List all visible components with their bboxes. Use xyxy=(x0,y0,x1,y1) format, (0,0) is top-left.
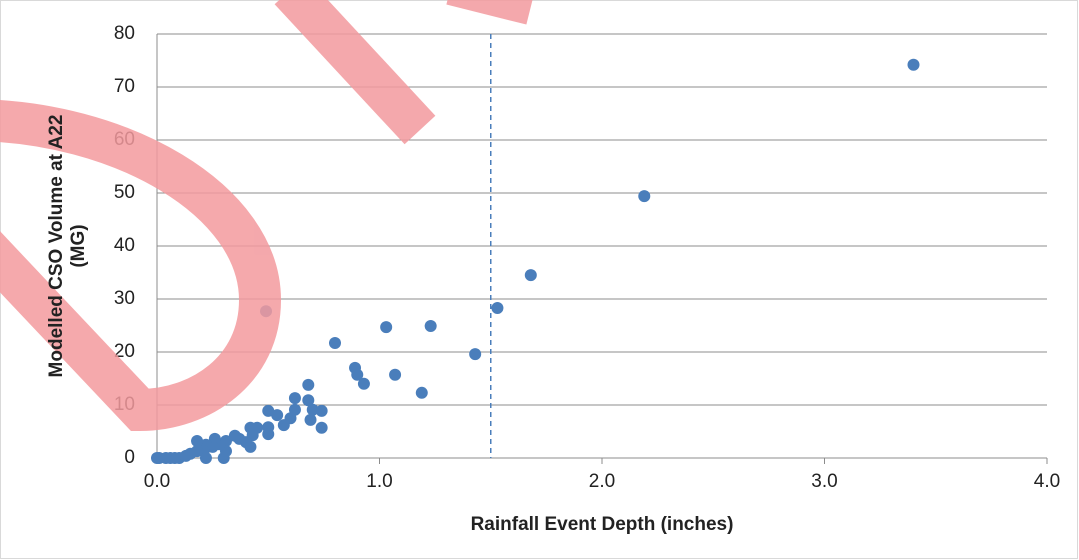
point xyxy=(415,386,428,399)
watermark-stroke xyxy=(274,0,436,145)
x-tick-label: 3.0 xyxy=(811,471,837,492)
point xyxy=(306,403,319,416)
watermark-stroke xyxy=(446,0,533,25)
point xyxy=(469,348,482,361)
point xyxy=(288,392,301,405)
point xyxy=(262,428,275,441)
point xyxy=(271,409,284,422)
point xyxy=(638,190,651,203)
y-tick-label: 80 xyxy=(114,23,135,44)
point xyxy=(228,429,241,442)
point xyxy=(329,336,341,349)
point xyxy=(262,404,275,417)
point xyxy=(357,377,370,390)
y-tick-label: 70 xyxy=(114,76,135,97)
point xyxy=(302,394,315,407)
x-tick-label: 4.0 xyxy=(1034,471,1060,492)
point xyxy=(304,413,317,426)
y-tick-label: 0 xyxy=(124,447,135,468)
point xyxy=(302,378,315,391)
point xyxy=(380,321,393,334)
watermark-stroke xyxy=(0,100,282,432)
point xyxy=(351,368,364,381)
y-tick-label: 50 xyxy=(114,182,135,203)
point xyxy=(524,269,537,282)
x-tick-label: 1.0 xyxy=(366,471,392,492)
point xyxy=(315,404,328,417)
point xyxy=(491,302,504,315)
x-axis-title: Rainfall Event Depth (inches) xyxy=(471,514,734,535)
point xyxy=(151,452,163,464)
x-tick-label: 0.0 xyxy=(144,471,170,492)
point xyxy=(389,368,402,381)
x-tick-label: 2.0 xyxy=(589,471,615,492)
point xyxy=(315,421,328,434)
point xyxy=(907,58,920,71)
watermark xyxy=(0,0,533,432)
point xyxy=(277,419,290,432)
y-axis-title: Modelled CSO Volume at A22 (MG) xyxy=(46,114,89,378)
y-tick-label: 40 xyxy=(114,235,135,256)
point xyxy=(244,440,257,453)
point xyxy=(424,320,437,333)
point xyxy=(191,435,204,448)
y-tick-label: 30 xyxy=(114,288,135,309)
point xyxy=(199,452,212,464)
point xyxy=(217,452,230,464)
y-tick-label: 20 xyxy=(114,341,135,362)
